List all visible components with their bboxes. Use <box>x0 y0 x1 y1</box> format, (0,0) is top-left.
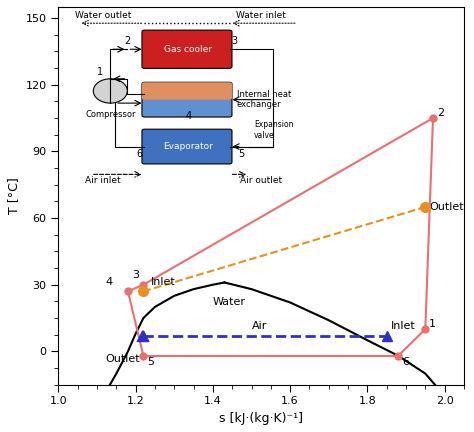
Text: 4: 4 <box>105 277 112 287</box>
Text: Air: Air <box>252 321 267 331</box>
Text: Inlet: Inlet <box>151 277 176 287</box>
Text: Inlet: Inlet <box>391 321 415 331</box>
Y-axis label: T [°C]: T [°C] <box>7 178 20 214</box>
Text: Water: Water <box>213 297 246 307</box>
Text: 3: 3 <box>133 270 139 280</box>
Text: 5: 5 <box>147 357 154 367</box>
Text: 2: 2 <box>437 108 444 118</box>
Text: Outlet: Outlet <box>105 353 139 364</box>
Text: 1: 1 <box>429 319 436 329</box>
Text: Outlet: Outlet <box>429 202 464 212</box>
Text: 6: 6 <box>402 357 409 367</box>
X-axis label: s [kJ·(kg·K)⁻¹]: s [kJ·(kg·K)⁻¹] <box>219 412 303 425</box>
